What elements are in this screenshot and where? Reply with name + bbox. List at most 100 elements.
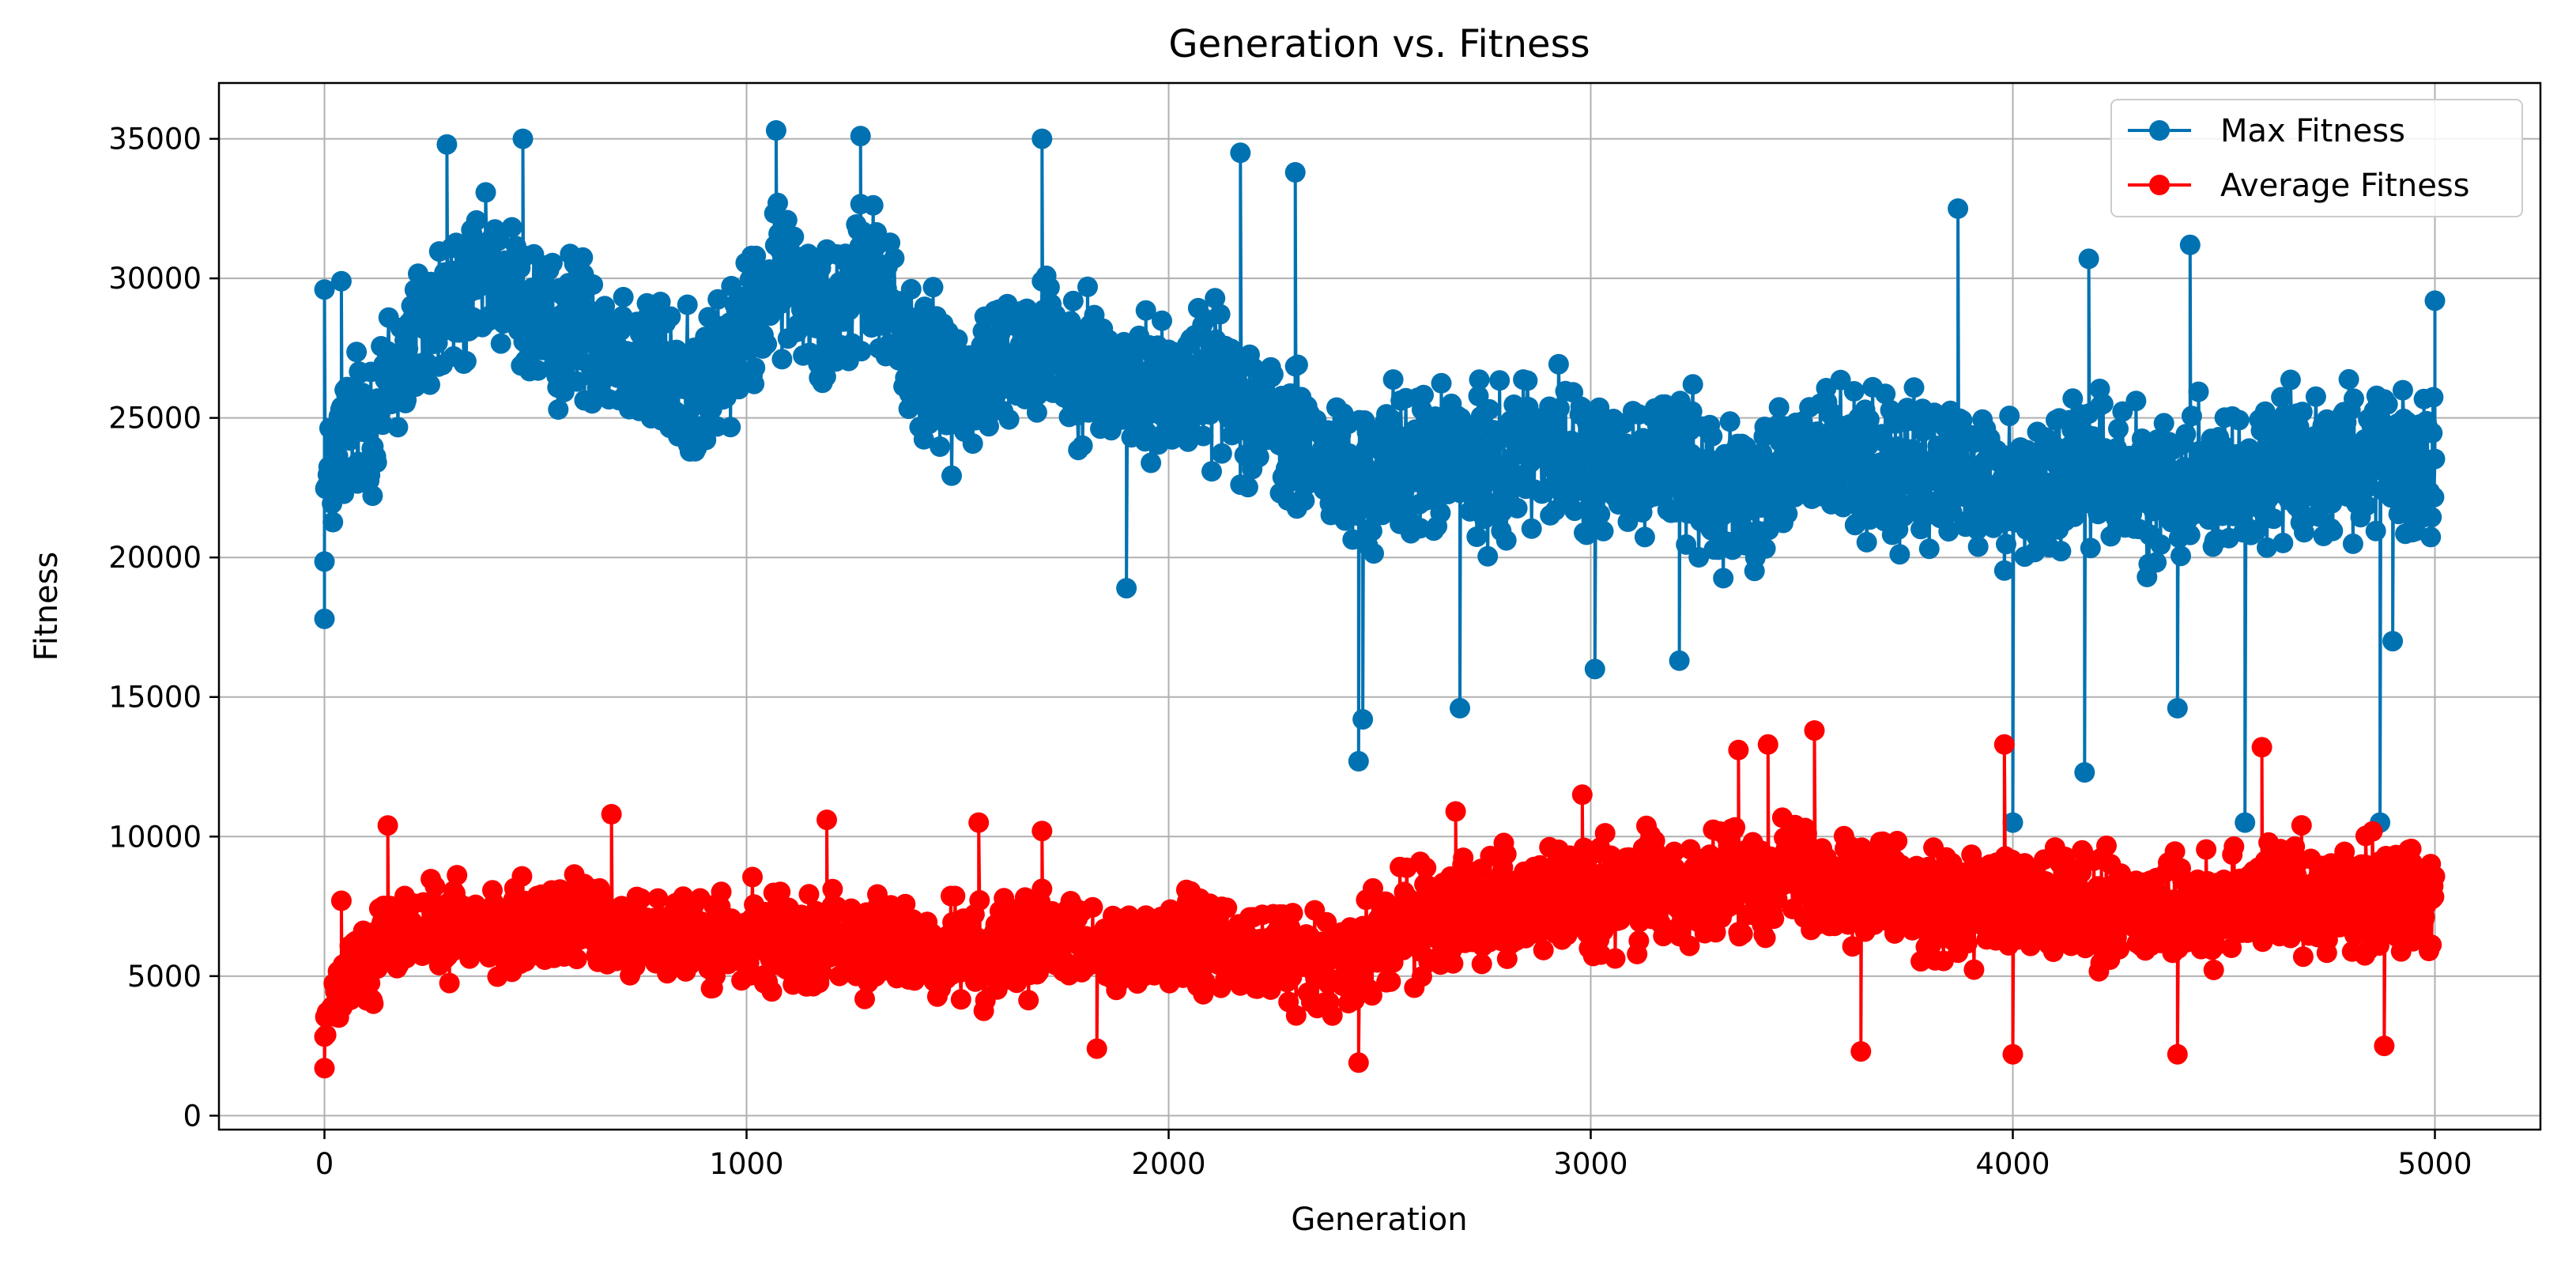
data-point xyxy=(447,865,468,886)
data-point xyxy=(888,349,909,371)
data-point xyxy=(660,306,681,327)
data-point xyxy=(1282,903,1303,924)
data-point xyxy=(1713,568,1734,589)
data-point xyxy=(1495,843,1517,865)
data-point xyxy=(1850,1041,1872,1062)
data-point xyxy=(711,881,732,903)
data-point xyxy=(768,192,788,213)
data-point xyxy=(1593,520,1614,541)
data-point xyxy=(745,357,766,379)
data-point xyxy=(541,252,563,274)
data-point xyxy=(783,226,805,247)
data-point xyxy=(2109,938,2130,960)
data-point xyxy=(1889,544,1910,565)
data-point xyxy=(1517,370,1538,391)
data-point xyxy=(2092,393,2114,414)
data-point xyxy=(1382,409,1403,431)
data-point xyxy=(2167,1043,2188,1065)
data-point xyxy=(1768,397,1790,418)
data-point xyxy=(2167,697,2188,719)
data-point xyxy=(900,278,922,300)
data-point xyxy=(1796,823,1817,844)
data-point xyxy=(1564,500,1586,522)
data-point xyxy=(613,286,634,308)
data-point xyxy=(1348,1052,1369,1073)
data-point xyxy=(650,292,671,312)
data-point xyxy=(1205,288,1226,309)
data-point xyxy=(566,371,587,392)
data-point xyxy=(475,182,496,203)
data-point xyxy=(1584,658,1605,680)
y-tick-label: 0 xyxy=(183,1099,202,1133)
x-tick-label: 1000 xyxy=(709,1147,783,1181)
data-point xyxy=(2263,508,2284,530)
data-point xyxy=(322,511,344,533)
data-point xyxy=(1887,831,1908,851)
y-tick-label: 25000 xyxy=(108,402,202,436)
data-point xyxy=(1193,425,1214,447)
data-point xyxy=(1230,142,1251,164)
data-point xyxy=(2108,418,2129,440)
data-point xyxy=(1380,971,1401,992)
data-point xyxy=(2153,413,2174,434)
data-point xyxy=(1018,990,1039,1011)
series-max-fitness xyxy=(314,120,2446,833)
data-point xyxy=(1382,369,1404,391)
data-point xyxy=(2271,387,2292,408)
data-point xyxy=(1216,897,1238,919)
data-point xyxy=(647,888,669,909)
data-point xyxy=(1495,530,1517,551)
data-point xyxy=(314,608,335,629)
data-point xyxy=(1072,435,1093,456)
data-point xyxy=(466,209,487,231)
data-point xyxy=(594,296,616,317)
data-point xyxy=(2423,486,2445,507)
data-point xyxy=(765,120,786,141)
data-point xyxy=(314,1058,335,1079)
data-point xyxy=(1135,300,1156,321)
data-point xyxy=(2305,386,2326,407)
data-point xyxy=(1032,878,1053,900)
data-point xyxy=(744,373,765,394)
data-point xyxy=(314,551,335,572)
data-point xyxy=(583,274,604,295)
data-point xyxy=(1763,908,1785,930)
data-point xyxy=(1521,518,1542,539)
data-point xyxy=(1489,370,1511,391)
data-point xyxy=(527,360,549,381)
data-point xyxy=(501,217,522,238)
data-point xyxy=(771,349,793,370)
y-tick-label: 35000 xyxy=(108,123,202,157)
data-point xyxy=(1507,497,1528,519)
data-point xyxy=(420,374,440,395)
data-point xyxy=(1804,720,1825,741)
data-point xyxy=(862,194,884,216)
data-point xyxy=(707,289,729,310)
data-point xyxy=(439,972,460,994)
data-point xyxy=(1471,953,1492,975)
data-point xyxy=(2422,422,2443,443)
data-point xyxy=(2377,394,2398,415)
data-point xyxy=(1967,536,1989,557)
data-point xyxy=(1348,751,1369,772)
data-point xyxy=(969,890,990,911)
data-point xyxy=(950,989,971,1010)
data-point xyxy=(398,338,419,360)
data-point xyxy=(1634,526,1655,548)
data-point xyxy=(1999,406,2020,427)
data-point xyxy=(1533,939,1554,960)
data-point xyxy=(2074,762,2095,783)
data-point xyxy=(2228,409,2250,431)
data-point xyxy=(850,126,871,147)
data-point xyxy=(2179,524,2201,545)
x-tick-label: 2000 xyxy=(1131,1147,1205,1181)
y-tick-label: 5000 xyxy=(127,960,202,994)
data-point xyxy=(2235,812,2256,833)
data-point xyxy=(566,949,587,970)
data-point xyxy=(1477,545,1499,567)
data-point xyxy=(2146,552,2167,573)
data-point xyxy=(822,878,843,900)
data-point xyxy=(2338,368,2359,390)
data-point xyxy=(1702,425,1723,447)
y-tick-label: 10000 xyxy=(108,820,202,854)
